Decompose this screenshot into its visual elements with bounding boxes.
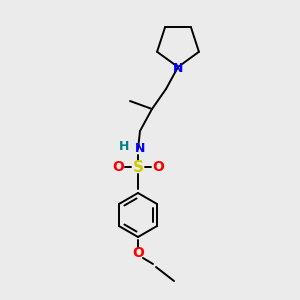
Text: O: O bbox=[112, 160, 124, 174]
Text: N: N bbox=[173, 61, 183, 74]
Text: H: H bbox=[119, 140, 129, 152]
Text: O: O bbox=[152, 160, 164, 174]
Text: S: S bbox=[133, 160, 143, 175]
Text: O: O bbox=[132, 246, 144, 260]
Text: N: N bbox=[135, 142, 145, 154]
